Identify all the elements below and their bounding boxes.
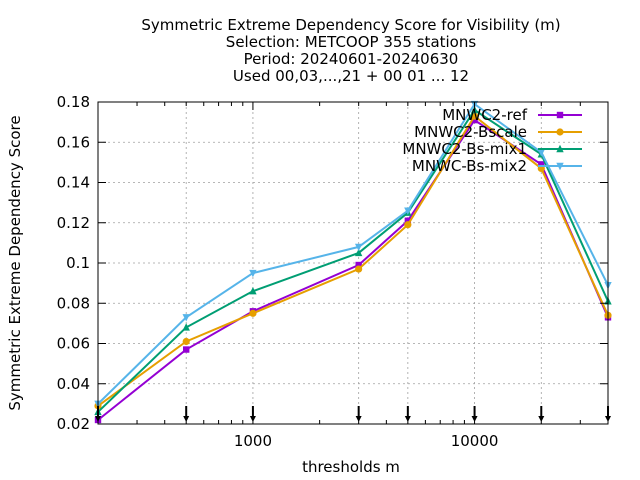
threshold-arrow [95,406,101,422]
x-tick-label: 10000 [451,432,499,450]
y-tick-label: 0.02 [57,415,90,433]
data-point [354,243,363,252]
legend-item: MNWC-Bs-mix2 [412,157,582,175]
y-tick-label: 0.14 [57,174,90,192]
legend-marker [556,128,564,136]
title-line: Selection: METCOOP 355 stations [226,33,477,51]
data-point [182,337,190,346]
legend-marker [556,162,564,171]
threshold-arrow [404,406,411,422]
title-line: Symmetric Extreme Dependency Score for V… [141,16,560,34]
x-axis-label: thresholds m [302,458,400,476]
legend-item: MNWC2-ref [442,106,582,124]
legend-label: MNWC-Bs-mix2 [412,157,527,175]
legend-label: MNWC2-ref [442,106,527,124]
legend-marker [556,111,564,119]
data-point [471,116,478,124]
threshold-arrow-head [538,416,545,422]
threshold-arrow [183,406,190,422]
threshold-arrow-head [95,416,101,422]
series-group [94,100,612,424]
threshold-arrow-head [249,416,256,422]
threshold-arrow-head [183,416,190,422]
threshold-arrow [249,406,256,422]
x-tick-label: 1000 [234,432,272,450]
threshold-arrow [605,406,611,422]
legend-label: MNWC2-Bscale [414,123,527,141]
chart-title: Symmetric Extreme Dependency Score for V… [141,16,560,85]
data-point [182,346,190,353]
title-line: Used 00,03,...,21 + 00 01 ... 12 [233,67,469,85]
legend-item: MNWC2-Bscale [414,123,582,141]
data-point [182,323,190,331]
data-point [249,309,257,317]
data-point [355,261,362,269]
y-tick-label: 0.12 [57,214,90,232]
data-point [404,221,412,229]
y-tick-label: 0.1 [66,254,90,272]
y-tick-label: 0.06 [57,335,90,353]
threshold-arrow-head [605,416,611,422]
series-mnwc2-bs-mix1 [94,105,612,416]
data-point [537,149,545,157]
data-point [404,207,412,215]
data-point [354,248,363,257]
axis-ticks: 0.02 0.04 0.06 0.08 0.1 0.12 0.14 0.16 0.18 1000 1… [57,93,609,450]
data-point [404,217,412,224]
legend-label: MNWC2-Bs-mix1 [402,140,527,158]
data-point [355,265,363,273]
threshold-arrow [355,406,362,422]
data-point [249,269,257,278]
data-point [182,314,190,322]
series-line [97,118,609,421]
title-line: Period: 20240601-20240630 [244,50,459,68]
data-point [249,286,257,295]
threshold-arrow [538,406,545,422]
threshold-arrow-head [471,416,478,422]
y-tick-label: 0.16 [57,133,90,151]
series-line [97,102,609,405]
threshold-arrow [471,406,478,422]
threshold-arrow-head [404,416,411,422]
y-tick-label: 0.04 [57,375,90,393]
data-point [538,161,545,168]
threshold-arrow-head [355,416,362,422]
series-line [97,114,609,407]
legend-item: MNWC2-Bs-mix1 [402,140,582,158]
y-tick-label: 0.18 [57,93,90,111]
y-tick-label: 0.08 [57,294,90,312]
series-mnwc2-bscale [94,112,612,410]
legend-marker [556,144,564,153]
grid [98,102,608,424]
threshold-markers [95,406,611,422]
series-line [97,108,609,413]
legend: MNWC2-refMNWC2-BscaleMNWC2-Bs-mix1MNWC-B… [402,106,582,175]
y-axis-label: Symmetric Extreme Dependency Score [6,115,24,410]
